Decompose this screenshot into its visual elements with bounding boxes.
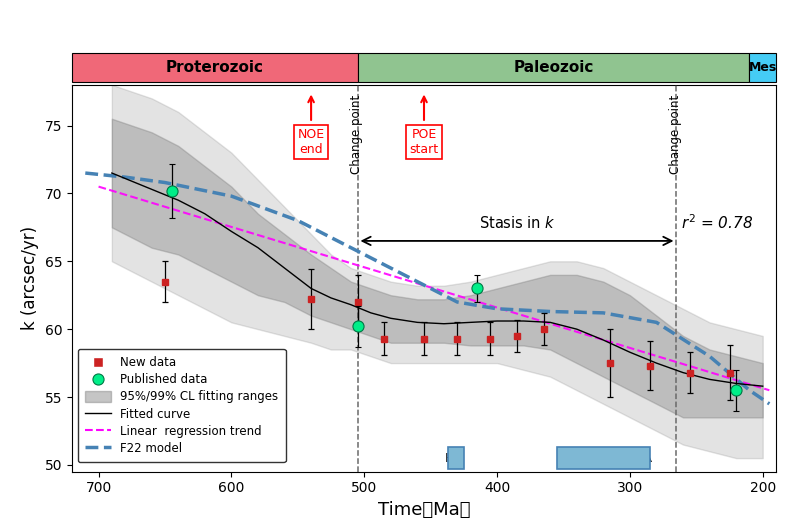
Bar xyxy=(72,53,358,82)
X-axis label: Time（Ma）: Time（Ma） xyxy=(378,501,470,519)
Bar xyxy=(750,53,776,82)
Text: Mes: Mes xyxy=(749,61,777,74)
Text: HG: HG xyxy=(445,452,465,465)
Text: NOE
end: NOE end xyxy=(298,128,325,156)
Text: POE
start: POE start xyxy=(410,128,438,156)
Text: $r^2$ = 0.78: $r^2$ = 0.78 xyxy=(682,214,754,233)
Legend: New data, Published data, 95%/99% CL fitting ranges, Fitted curve, Linear  regre: New data, Published data, 95%/99% CL fit… xyxy=(78,349,286,462)
Text: LPIA: LPIA xyxy=(624,452,653,465)
Text: Change point: Change point xyxy=(669,94,682,173)
Bar xyxy=(557,447,650,469)
Text: Change point: Change point xyxy=(350,94,363,173)
Text: Paleozoic: Paleozoic xyxy=(514,60,594,75)
Y-axis label: k (arcsec/yr): k (arcsec/yr) xyxy=(21,226,39,330)
Text: Proterozoic: Proterozoic xyxy=(166,60,264,75)
Bar xyxy=(358,53,750,82)
Bar xyxy=(448,447,464,469)
Text: Stasis in $k$: Stasis in $k$ xyxy=(478,215,555,232)
